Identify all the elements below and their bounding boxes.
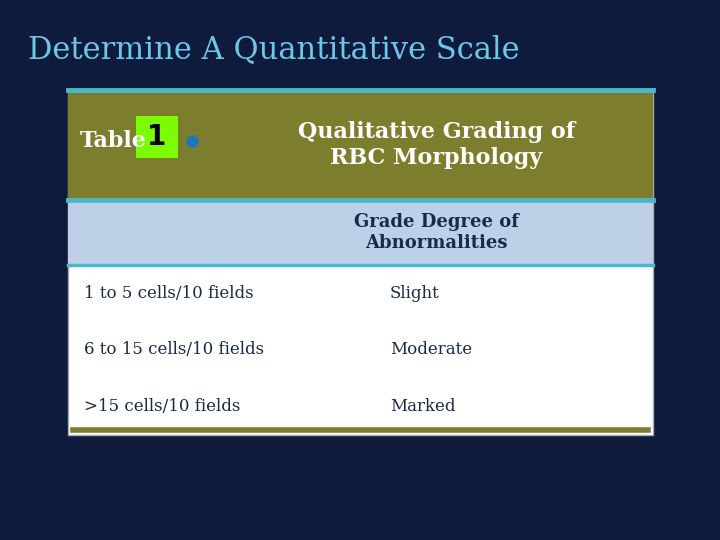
Text: Table: Table — [80, 130, 147, 152]
Text: Moderate: Moderate — [390, 341, 472, 359]
Text: 6 to 15 cells/10 fields: 6 to 15 cells/10 fields — [84, 341, 264, 359]
Text: Marked: Marked — [390, 398, 455, 415]
Text: 1: 1 — [148, 123, 166, 151]
FancyBboxPatch shape — [68, 90, 653, 435]
Text: 1 to 5 cells/10 fields: 1 to 5 cells/10 fields — [84, 285, 253, 302]
Text: Qualitative Grading of
RBC Morphology: Qualitative Grading of RBC Morphology — [298, 122, 575, 168]
Text: Slight: Slight — [390, 285, 439, 302]
FancyBboxPatch shape — [68, 90, 653, 200]
Text: Grade Degree of
Abnormalities: Grade Degree of Abnormalities — [354, 213, 519, 252]
Text: >15 cells/10 fields: >15 cells/10 fields — [84, 398, 240, 415]
FancyBboxPatch shape — [68, 200, 653, 265]
FancyBboxPatch shape — [136, 116, 178, 158]
Text: Determine A Quantitative Scale: Determine A Quantitative Scale — [28, 35, 520, 65]
